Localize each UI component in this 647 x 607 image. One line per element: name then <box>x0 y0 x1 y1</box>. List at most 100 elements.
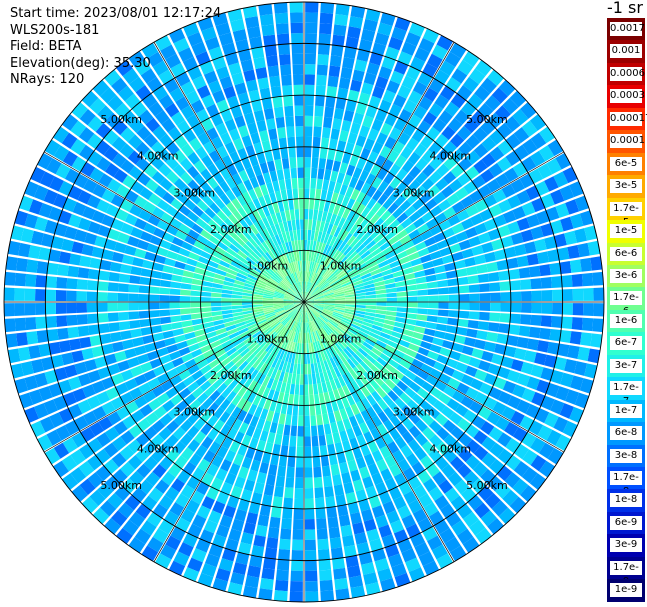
range-gate-cell <box>231 294 243 299</box>
range-gate-cell <box>414 185 427 198</box>
range-gate-cell <box>232 210 243 222</box>
range-gate-cell <box>138 285 150 294</box>
range-gate-cell <box>411 235 424 246</box>
range-gate-cell <box>162 265 174 274</box>
range-gate-cell <box>427 53 443 69</box>
range-gate-cell <box>264 311 275 317</box>
range-gate-cell <box>294 302 304 306</box>
range-gate-cell <box>300 281 303 292</box>
range-gate-cell <box>97 482 114 499</box>
range-gate-cell <box>569 331 582 345</box>
range-gate-cell <box>263 484 275 497</box>
range-gate-cell <box>274 190 283 202</box>
range-gate-cell <box>462 511 479 528</box>
range-gate-cell <box>214 394 226 407</box>
azimuth-spokes <box>4 2 604 602</box>
range-gate-cell <box>117 502 134 519</box>
range-gate-cell <box>208 46 224 61</box>
range-gate-cell <box>351 320 362 328</box>
range-gate-cell <box>328 260 337 270</box>
range-gate-cell <box>329 277 339 285</box>
range-gate-cell <box>220 481 233 495</box>
range-gate-cell <box>393 60 409 75</box>
range-gate-cell <box>343 360 353 372</box>
range-gate-cell <box>304 270 306 282</box>
range-gate-cell <box>329 357 337 369</box>
range-gate-cell <box>262 420 272 432</box>
range-gate-cell <box>231 72 245 86</box>
range-gate-cell <box>82 206 96 220</box>
range-gate-cell <box>221 297 232 302</box>
range-gate-cell <box>98 270 110 281</box>
range-gate-cell <box>360 206 371 219</box>
range-gate-cell <box>343 482 355 495</box>
range-gate-cell <box>414 326 426 334</box>
range-gate-cell <box>282 393 290 405</box>
range-gate-cell <box>455 231 468 243</box>
range-gate-cell <box>489 292 501 302</box>
range-gate-cell <box>31 230 44 246</box>
range-gate-cell <box>201 495 215 510</box>
range-gate-cell <box>253 310 264 316</box>
range-gate-cell <box>432 337 444 347</box>
range-gate-cell <box>289 2 303 13</box>
range-gate-cell <box>181 276 193 284</box>
range-gate-cell <box>292 404 299 416</box>
range-gate-cell <box>302 302 304 313</box>
range-gate-cell <box>508 324 520 336</box>
range-gate-cell <box>572 288 584 301</box>
range-gate-cell <box>435 177 449 191</box>
range-gate-cell <box>139 318 151 328</box>
range-gate-cell <box>34 185 49 201</box>
range-gate-cell <box>192 123 206 137</box>
range-gate-cell <box>317 383 323 394</box>
range-gate-cell <box>340 243 350 254</box>
range-gate-cell <box>319 328 327 338</box>
range-gate-cell <box>284 105 294 117</box>
range-gate-cell <box>274 159 283 171</box>
range-gate-cell <box>476 330 488 340</box>
range-gate-cell <box>311 288 321 296</box>
range-gate-cell <box>323 325 332 335</box>
range-gate-cell <box>394 275 406 283</box>
range-gate-cell <box>396 380 409 392</box>
range-gate-cell <box>319 315 329 323</box>
range-gate-cell <box>404 387 417 399</box>
range-gate-cell <box>309 272 314 283</box>
range-gate-cell <box>283 302 294 305</box>
range-gate-cell <box>326 369 334 381</box>
range-gate-cell <box>330 422 339 434</box>
range-gate-cell <box>211 454 224 468</box>
colorbar-level: 1.7e-6 <box>607 287 645 317</box>
range-gate-cell <box>481 242 494 254</box>
range-gate-cell <box>540 367 554 381</box>
range-gate-cell <box>215 122 228 136</box>
range-gate-cell <box>148 193 162 206</box>
range-gate-cell <box>182 270 194 278</box>
range-gate-cell <box>516 336 529 349</box>
range-gate-cell <box>107 411 122 426</box>
range-gate-cell <box>250 268 261 276</box>
range-gate-cell <box>378 491 392 505</box>
range-gate-cell <box>374 280 385 287</box>
range-gate-cell <box>348 343 358 353</box>
range-gate-cell <box>320 283 330 291</box>
range-gate-cell <box>434 265 446 274</box>
range-gate-cell <box>278 313 288 321</box>
range-gate-cell <box>222 313 234 319</box>
range-gate-cell <box>219 221 231 233</box>
range-gate-cell <box>289 591 303 602</box>
range-gate-cell <box>276 311 287 318</box>
range-gate-cell <box>314 252 320 263</box>
range-gate-cell <box>451 251 464 262</box>
range-gate-cell <box>120 330 132 340</box>
range-gate-cell <box>148 294 160 302</box>
range-gate-cell <box>524 241 537 254</box>
range-gate-cell <box>223 280 234 287</box>
range-gate-cell <box>370 328 382 336</box>
range-gate-cell <box>78 460 95 477</box>
range-gate-cell <box>87 115 104 132</box>
range-gate-cell <box>371 472 384 486</box>
range-gate-cell <box>458 293 470 302</box>
range-gate-cell <box>291 352 296 364</box>
